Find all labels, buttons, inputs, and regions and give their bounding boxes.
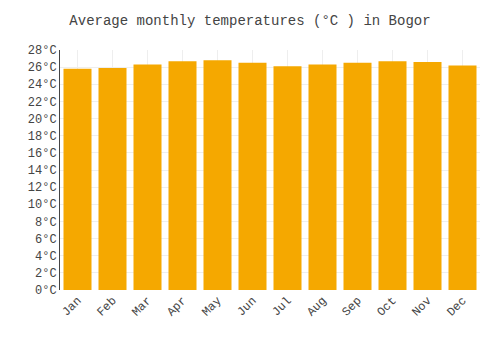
svg-text:Sep: Sep <box>339 294 364 319</box>
svg-text:Aug: Aug <box>304 294 329 319</box>
svg-text:Apr: Apr <box>164 294 189 319</box>
svg-text:May: May <box>199 294 224 319</box>
svg-text:Average monthly temperatures (: Average monthly temperatures (°C ) in Bo… <box>69 13 430 29</box>
svg-text:Feb: Feb <box>94 294 119 319</box>
svg-text:Dec: Dec <box>444 294 469 319</box>
svg-text:18°C: 18°C <box>28 130 57 144</box>
svg-text:Oct: Oct <box>374 294 399 319</box>
svg-text:4°C: 4°C <box>35 250 57 264</box>
svg-text:6°C: 6°C <box>35 233 57 247</box>
svg-text:8°C: 8°C <box>35 216 57 230</box>
svg-text:Jun: Jun <box>234 294 259 319</box>
svg-text:22°C: 22°C <box>28 96 57 110</box>
svg-text:20°C: 20°C <box>28 113 57 127</box>
svg-text:24°C: 24°C <box>28 78 57 92</box>
svg-text:Jan: Jan <box>59 294 84 319</box>
svg-text:Mar: Mar <box>129 294 154 319</box>
svg-text:26°C: 26°C <box>28 61 57 75</box>
svg-text:10°C: 10°C <box>28 198 57 212</box>
svg-text:Nov: Nov <box>409 294 434 319</box>
svg-text:0°C: 0°C <box>35 284 57 298</box>
svg-text:28°C: 28°C <box>28 44 57 58</box>
svg-text:14°C: 14°C <box>28 164 57 178</box>
svg-text:16°C: 16°C <box>28 147 57 161</box>
svg-text:2°C: 2°C <box>35 267 57 281</box>
svg-text:Jul: Jul <box>269 294 294 319</box>
svg-text:12°C: 12°C <box>28 181 57 195</box>
